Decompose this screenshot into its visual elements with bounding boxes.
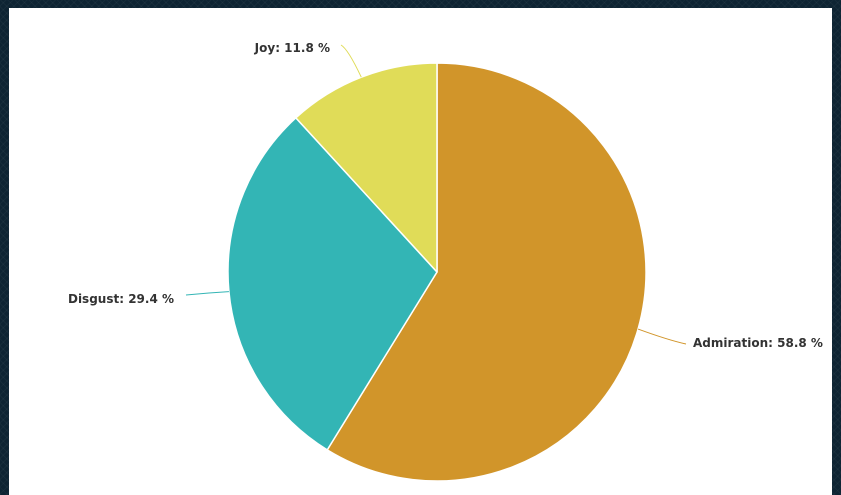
connector-disgust	[185, 291, 229, 296]
pie-slice-disgust[interactable]	[227, 117, 438, 451]
data-label-joy: Joy: 11.8 %	[254, 41, 330, 55]
pie-slices	[227, 62, 647, 482]
data-label-disgust: Disgust: 29.4 %	[68, 292, 174, 306]
pie-slice-admiration[interactable]	[326, 62, 647, 482]
data-labels: Admiration: 58.8 % Disgust: 29.4 % Joy: 11…	[68, 41, 823, 350]
label-connectors	[185, 44, 687, 345]
pie-slice-joy[interactable]	[295, 62, 438, 273]
connector-joy	[340, 44, 362, 78]
data-label-admiration: Admiration: 58.8 %	[693, 336, 823, 350]
connector-admiration	[637, 328, 687, 345]
